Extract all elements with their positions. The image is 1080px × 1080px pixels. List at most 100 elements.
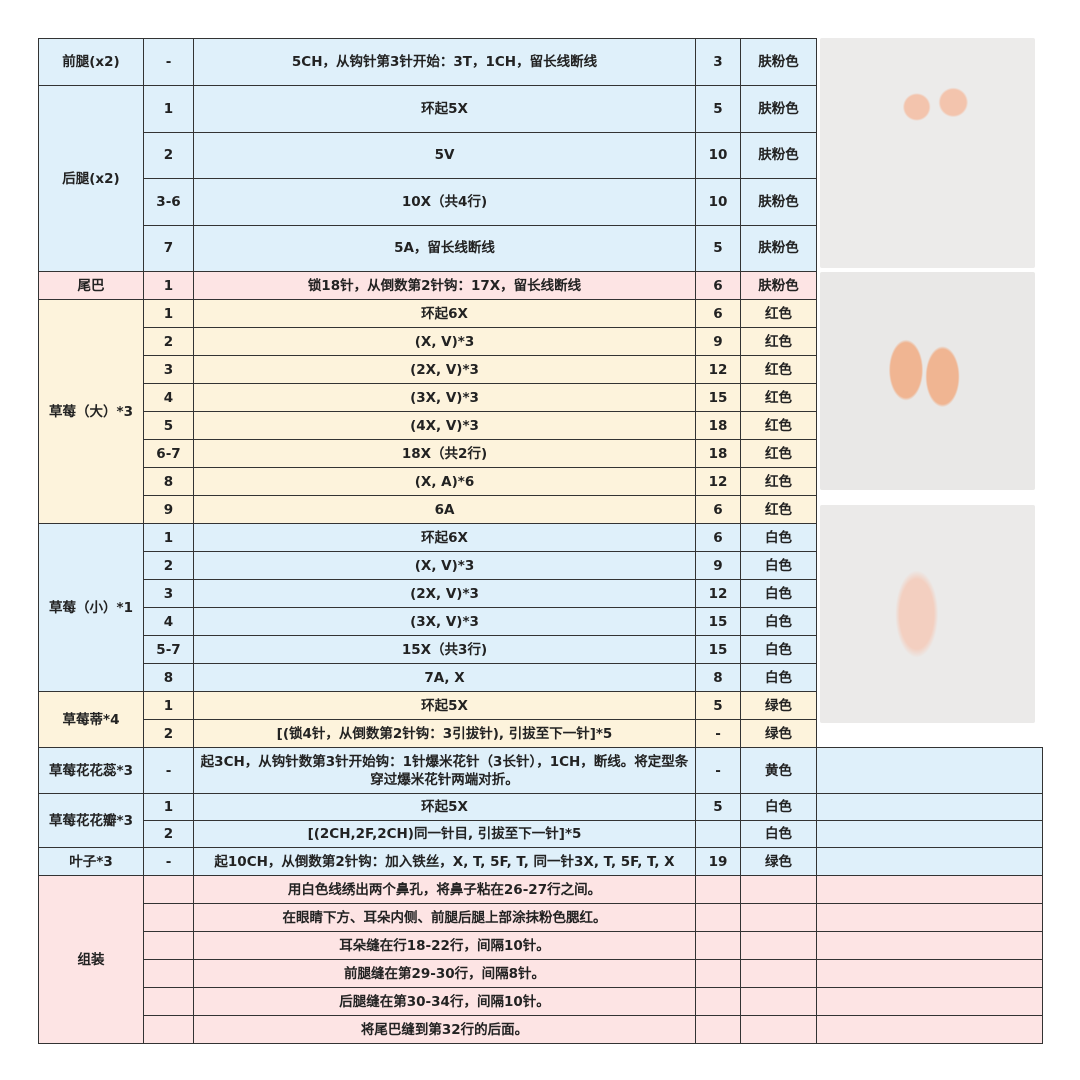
- stitch-count-cell: 12: [695, 355, 741, 384]
- stitch-count-cell: [695, 1015, 741, 1044]
- stitch-count-cell: 6: [695, 495, 741, 524]
- instruction-cell: 将尾巴缝到第32行的后面。: [193, 1015, 696, 1044]
- instruction-cell: 18X（共2行): [193, 439, 696, 468]
- round-cell: -: [143, 38, 194, 86]
- yarn-color-cell: 绿色: [740, 719, 817, 748]
- round-cell: 5: [143, 411, 194, 440]
- round-cell: [143, 903, 194, 932]
- stitch-count-cell: 10: [695, 178, 741, 226]
- stitch-count-cell: 9: [695, 327, 741, 356]
- stitch-count-cell: 5: [695, 691, 741, 720]
- table-row: 草莓（大）*3 1 环起6X 6 红色: [38, 299, 1043, 524]
- round-cell: 8: [143, 663, 194, 692]
- round-cell: 1: [143, 85, 194, 133]
- part-name-cell: 草莓（小）*1: [38, 523, 144, 692]
- yarn-color-cell: 肤粉色: [740, 85, 817, 133]
- round-cell: 2: [143, 551, 194, 580]
- instruction-cell: (X, V)*3: [193, 327, 696, 356]
- stitch-count-cell: 12: [695, 579, 741, 608]
- yarn-color-cell: [740, 1015, 817, 1044]
- yarn-color-cell: 肤粉色: [740, 178, 817, 226]
- part-name-cell: 后腿(x2): [38, 85, 144, 272]
- table-row: 在眼睛下方、耳朵内侧、前腿后腿上部涂抹粉色腮红。: [39, 903, 1043, 932]
- table-row: 2 [(2CH,2F,2CH)同一针目, 引拔至下一针]*5 白色: [39, 820, 1043, 848]
- yarn-color-cell: 白色: [740, 523, 817, 552]
- round-cell: [143, 987, 194, 1016]
- round-cell: 2: [143, 327, 194, 356]
- instruction-cell: 7A, X: [193, 663, 696, 692]
- instruction-cell: (4X, V)*3: [193, 411, 696, 440]
- instruction-cell: 5V: [193, 131, 696, 179]
- stitch-count-cell: [695, 875, 741, 904]
- round-cell: 9: [143, 495, 194, 524]
- round-cell: [143, 875, 194, 904]
- instruction-cell: (3X, V)*3: [193, 607, 696, 636]
- yarn-color-cell: [740, 959, 817, 988]
- stitch-count-cell: 10: [695, 131, 741, 179]
- yarn-color-cell: 绿色: [740, 691, 817, 720]
- yarn-color-cell: 红色: [740, 467, 817, 496]
- round-cell: -: [143, 747, 194, 794]
- table-row: 2 [(锁4针，从倒数第2针钩：3引拔针), 引拔至下一针]*5- 绿色: [39, 719, 1043, 748]
- yarn-color-cell: 绿色: [740, 847, 817, 876]
- yarn-color-cell: 白色: [740, 635, 817, 664]
- stitch-count-cell: 15: [695, 607, 741, 636]
- stitch-count-cell: 5: [695, 85, 741, 133]
- yarn-color-cell: 红色: [740, 327, 817, 356]
- instruction-cell: (2X, V)*3: [193, 579, 696, 608]
- round-cell: 2: [143, 719, 194, 748]
- instruction-cell: 环起6X: [193, 523, 696, 552]
- stitch-count-cell: 3: [695, 38, 741, 86]
- round-cell: 1: [143, 691, 194, 720]
- table-row: 5-7 15X（共3行) 15 白色: [39, 635, 1043, 664]
- stitch-count-cell: 12: [695, 467, 741, 496]
- round-cell: 4: [143, 383, 194, 412]
- round-cell: 1: [143, 299, 194, 328]
- yarn-color-cell: 红色: [740, 355, 817, 384]
- stitch-count-cell: 6: [695, 523, 741, 552]
- instruction-cell: (X, A)*6: [193, 467, 696, 496]
- round-cell: [143, 959, 194, 988]
- stitch-count-cell: 8: [695, 663, 741, 692]
- round-cell: 2: [143, 820, 194, 848]
- yarn-color-cell: 白色: [740, 579, 817, 608]
- round-cell: 8: [143, 467, 194, 496]
- round-cell: 4: [143, 607, 194, 636]
- instruction-cell: (X, V)*3: [193, 551, 696, 580]
- instruction-cell: 环起5X: [193, 691, 696, 720]
- stitch-count-cell: [695, 820, 741, 848]
- yarn-color-cell: [740, 987, 817, 1016]
- instruction-cell: 起3CH，从钩针数第3针开始钩：1针爆米花针（3长针），1CH，断线。将定型条穿…: [193, 747, 696, 794]
- instruction-cell: 6A: [193, 495, 696, 524]
- table-row: 后腿缝在第30-34行，间隔10针。: [39, 987, 1043, 1016]
- stitch-count-cell: 18: [695, 411, 741, 440]
- yarn-color-cell: 肤粉色: [740, 271, 817, 300]
- stitch-count-cell: [695, 903, 741, 932]
- blank-cell: [816, 820, 1043, 848]
- yarn-color-cell: 肤粉色: [740, 38, 817, 86]
- round-cell: 1: [143, 271, 194, 300]
- yarn-color-cell: [740, 875, 817, 904]
- instruction-cell: [(锁4针，从倒数第2针钩：3引拔针), 引拔至下一针]*5: [193, 719, 696, 748]
- instruction-cell: 环起6X: [193, 299, 696, 328]
- instruction-cell: [(2CH,2F,2CH)同一针目, 引拔至下一针]*5: [193, 820, 696, 848]
- photo-strawberry-small: [820, 505, 1035, 723]
- instruction-cell: 环起5X: [193, 793, 696, 821]
- round-cell: -: [143, 847, 194, 876]
- table-row: 草莓花花瓣*3 1 环起5X 5 白色: [38, 793, 1043, 848]
- yarn-color-cell: 肤粉色: [740, 224, 817, 272]
- table-row: 后腿(x2) 1 环起5X 5 肤粉色: [38, 85, 1043, 272]
- instruction-cell: 锁18针，从倒数第2针钩：17X，留长线断线: [193, 271, 696, 300]
- stitch-count-cell: 5: [695, 224, 741, 272]
- part-name-cell: 组装: [38, 875, 144, 1044]
- photo-strawberry-large: [820, 272, 1035, 490]
- pattern-table: 前腿(x2) -5CH，从钩针第3针开始：3T，1CH，留长线断线 3 肤粉色 后腿(x…: [38, 38, 1043, 1044]
- table-row: 8 (X, A)*6 12 红色: [39, 467, 1043, 496]
- table-row: 7 5A，留长线断线 5 肤粉色: [39, 224, 1043, 272]
- instruction-cell: 用白色线绣出两个鼻孔，将鼻子粘在26-27行之间。: [193, 875, 696, 904]
- blank-cell: [816, 875, 1043, 904]
- yarn-color-cell: 红色: [740, 495, 817, 524]
- stitch-count-cell: [695, 931, 741, 960]
- table-row: 草莓花花蕊*3- 起3CH，从钩针数第3针开始钩：1针爆米花针（3长针），1CH，…: [38, 747, 1043, 794]
- table-row: 组装 用白色线绣出两个鼻孔，将鼻子粘在26-27行之间。: [38, 875, 1043, 1044]
